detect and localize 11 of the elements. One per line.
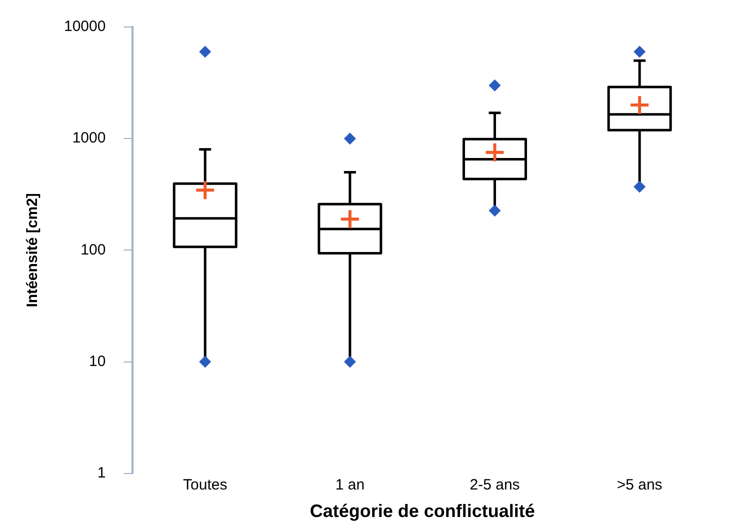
x-tick-label: 1 an: [335, 476, 365, 494]
y-tick-label: 100: [80, 241, 106, 258]
y-tick-label: 10: [89, 352, 106, 370]
x-tick-label: 2-5 ans: [470, 476, 520, 494]
y-tick-label: 1000: [72, 130, 106, 147]
y-tick-label: 1: [97, 464, 106, 482]
y-axis-title: Intéensité [cm2]: [24, 193, 42, 308]
x-tick-label: Toutes: [183, 476, 228, 494]
y-tick-label: 10000: [64, 18, 106, 36]
x-axis-title: Catégorie de conflictualité: [310, 501, 535, 522]
x-tick-label: >5 ans: [616, 476, 662, 494]
